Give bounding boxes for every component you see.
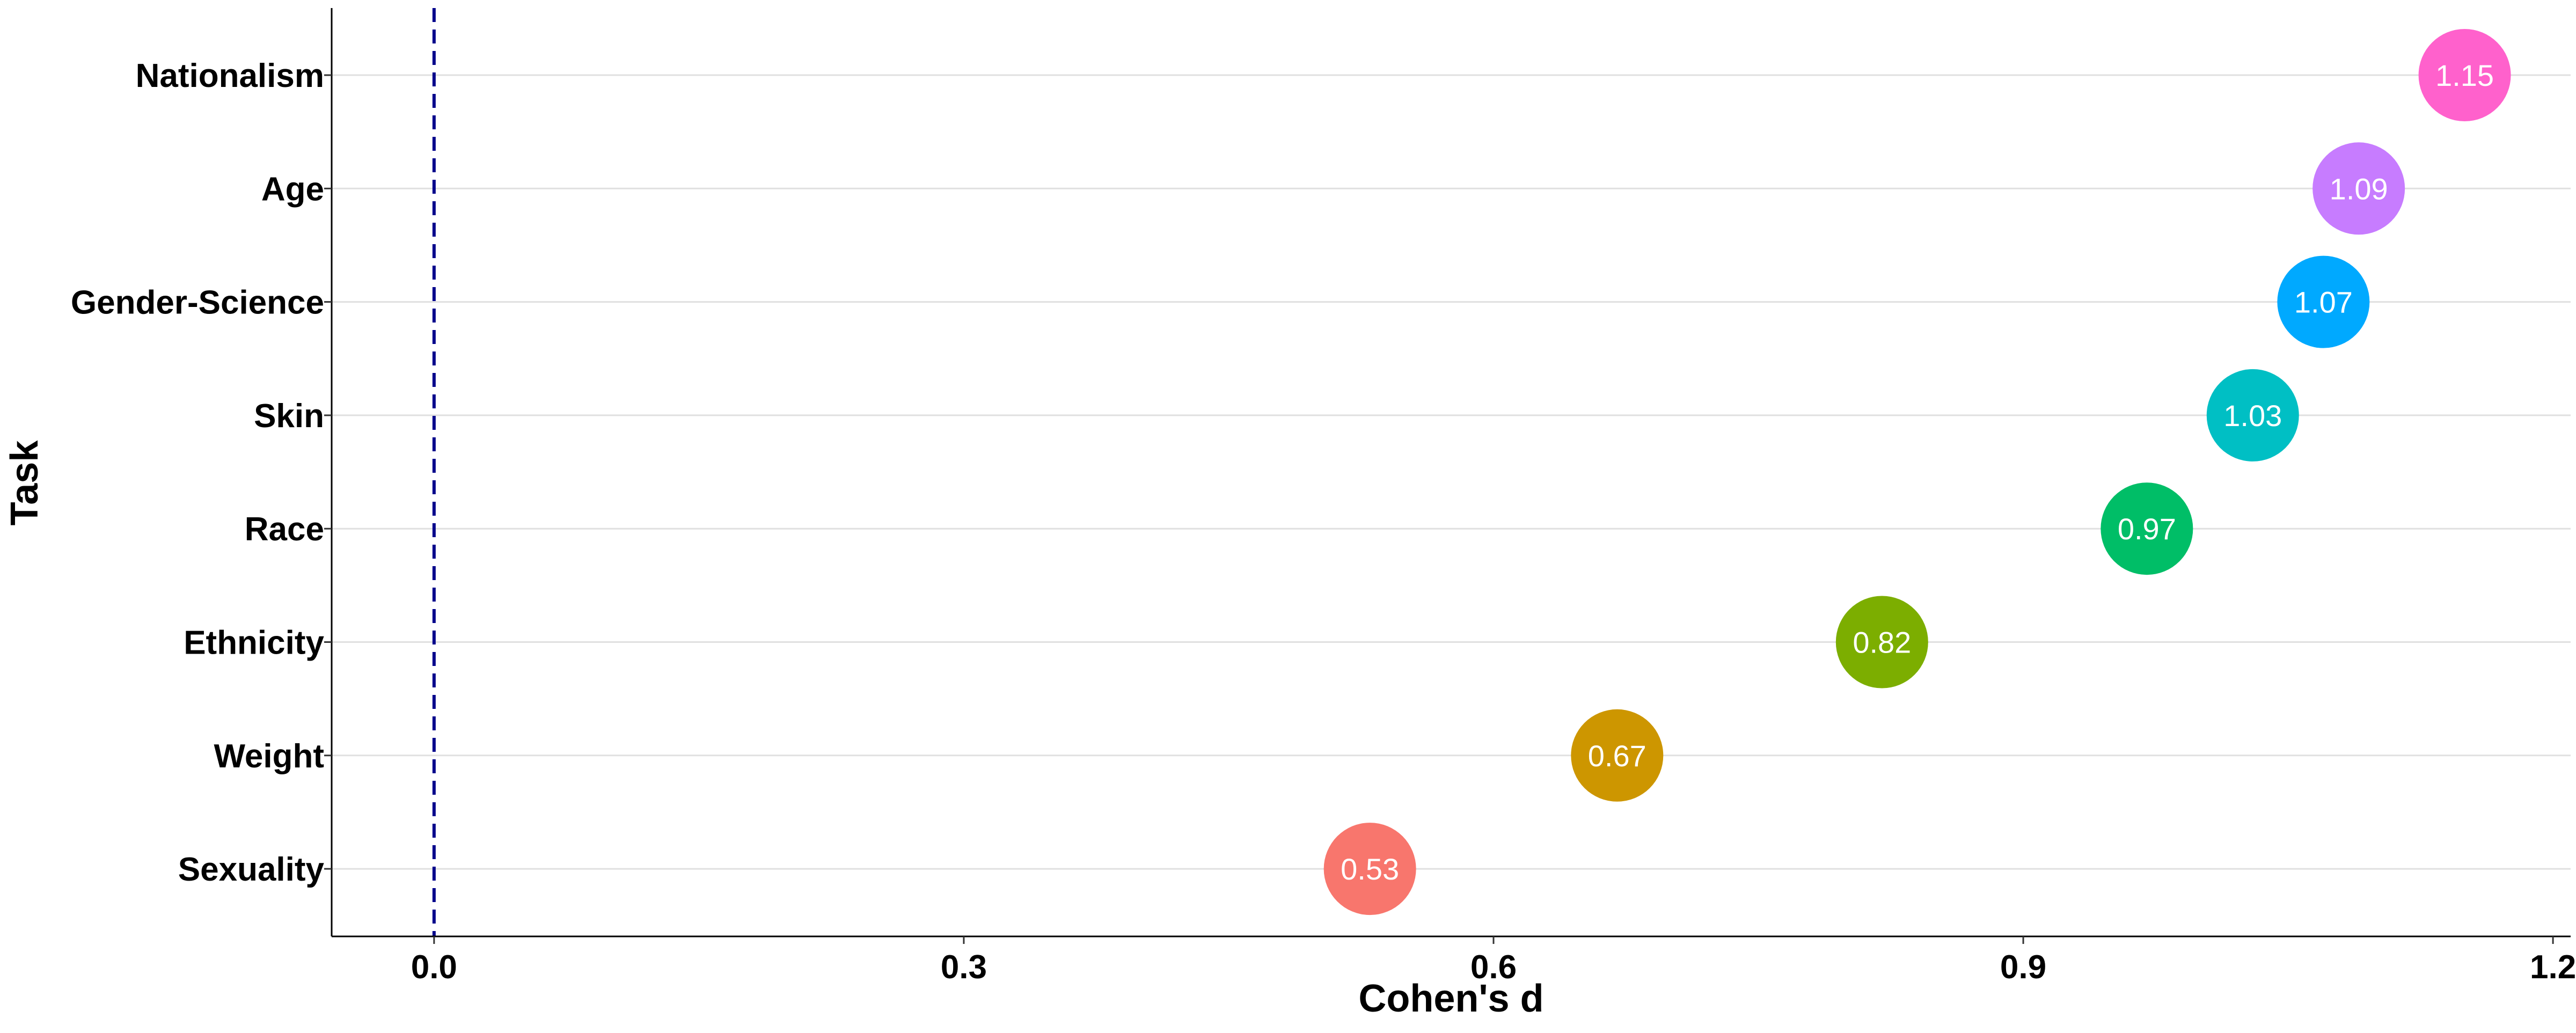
point-label-race: 0.97 — [2118, 512, 2176, 546]
point-age — [2312, 142, 2405, 235]
y-tick-label: Gender-Science — [71, 284, 324, 321]
point-skin — [2206, 369, 2299, 461]
y-tick-label: Ethnicity — [184, 625, 324, 662]
point-sexuality — [1323, 823, 1416, 915]
point-label-age: 1.09 — [2330, 172, 2388, 206]
y-tick-label: Race — [245, 511, 324, 548]
y-axis-title: Task — [3, 440, 46, 526]
point-gender-science — [2277, 255, 2370, 348]
y-tick-label: Age — [261, 171, 324, 208]
x-tick-label: 0.0 — [411, 949, 457, 986]
grid-layer — [332, 74, 2571, 870]
x-axis-title: Cohen's d — [1358, 977, 1543, 1020]
x-tick-label: 0.6 — [1470, 949, 1517, 986]
point-race — [2101, 482, 2193, 575]
point-nationalism — [2418, 29, 2511, 121]
y-tick-label: Sexuality — [178, 851, 325, 888]
y-tick-label: Weight — [214, 738, 325, 775]
y-tick-label: Nationalism — [136, 57, 324, 94]
point-weight — [1571, 709, 1664, 802]
x-tick-label: 0.9 — [2000, 949, 2046, 986]
x-tick-label: 0.3 — [941, 949, 987, 986]
axis-layer: Nationalism Age Gender-Science Skin Race Ethn… — [71, 8, 2576, 986]
point-label-nationalism: 1.15 — [2435, 58, 2494, 92]
point-label-skin: 1.03 — [2223, 399, 2282, 433]
point-label-ethnicity: 0.82 — [1853, 626, 1911, 660]
y-tick-label: Skin — [254, 398, 324, 435]
point-ethnicity — [1835, 596, 1928, 688]
point-label-weight: 0.67 — [1588, 739, 1646, 773]
x-tick-label: 1.2 — [2530, 949, 2576, 986]
point-label-sexuality: 0.53 — [1341, 852, 1399, 886]
point-label-gender-science: 1.07 — [2294, 285, 2353, 319]
points-layer: 1.15 1.09 1.07 1.03 0.97 0.82 0.67 0.53 — [1323, 29, 2511, 915]
